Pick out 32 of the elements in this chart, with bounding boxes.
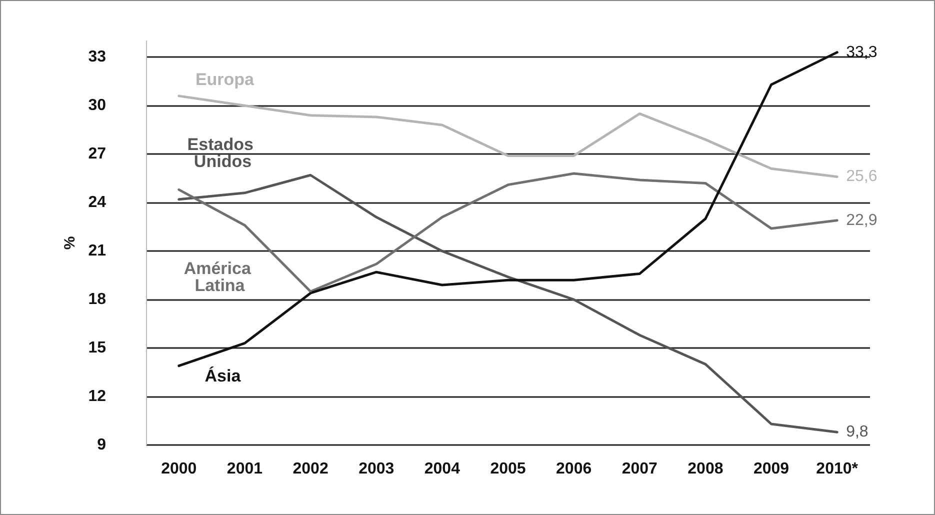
line-series bbox=[178, 172, 838, 293]
x-tick-label: 2008 bbox=[688, 460, 724, 478]
y-axis-title: % bbox=[61, 236, 78, 250]
x-tick-label: 2000 bbox=[161, 460, 197, 478]
x-tick-label: 2006 bbox=[556, 460, 592, 478]
x-tick-label: 2009 bbox=[753, 460, 790, 478]
y-tick-label: 21 bbox=[88, 242, 106, 260]
y-tick-label: 18 bbox=[88, 291, 106, 308]
series-label: Europa bbox=[195, 70, 255, 90]
y-tick-label: 12 bbox=[88, 388, 106, 406]
x-tick-label: 2007 bbox=[622, 460, 658, 478]
line-series bbox=[178, 94, 838, 178]
line-series bbox=[178, 51, 838, 368]
x-tick-label: 2004 bbox=[424, 460, 460, 478]
y-tick-label: 33 bbox=[88, 48, 106, 66]
x-tick-label: 2003 bbox=[358, 460, 394, 478]
data-label: 25,6 bbox=[846, 168, 878, 186]
series-label: Estados Unidos bbox=[187, 134, 258, 171]
y-tick-label: 30 bbox=[88, 97, 106, 114]
data-label: 22,9 bbox=[846, 212, 878, 229]
line-series bbox=[178, 174, 838, 434]
y-tick-label: 24 bbox=[88, 194, 106, 212]
series-label: Ásia bbox=[204, 366, 242, 386]
x-tick-label: 2002 bbox=[292, 460, 328, 478]
y-tick-label: 27 bbox=[88, 146, 106, 163]
data-label: 9,8 bbox=[846, 424, 868, 441]
y-tick-label: 9 bbox=[97, 436, 106, 454]
x-tick-label: 2005 bbox=[490, 460, 526, 478]
x-tick-label: 2001 bbox=[226, 460, 263, 478]
series-label: América Latina bbox=[184, 259, 256, 296]
y-tick-label: 15 bbox=[88, 340, 106, 357]
x-tick-label: 2010* bbox=[816, 460, 859, 478]
